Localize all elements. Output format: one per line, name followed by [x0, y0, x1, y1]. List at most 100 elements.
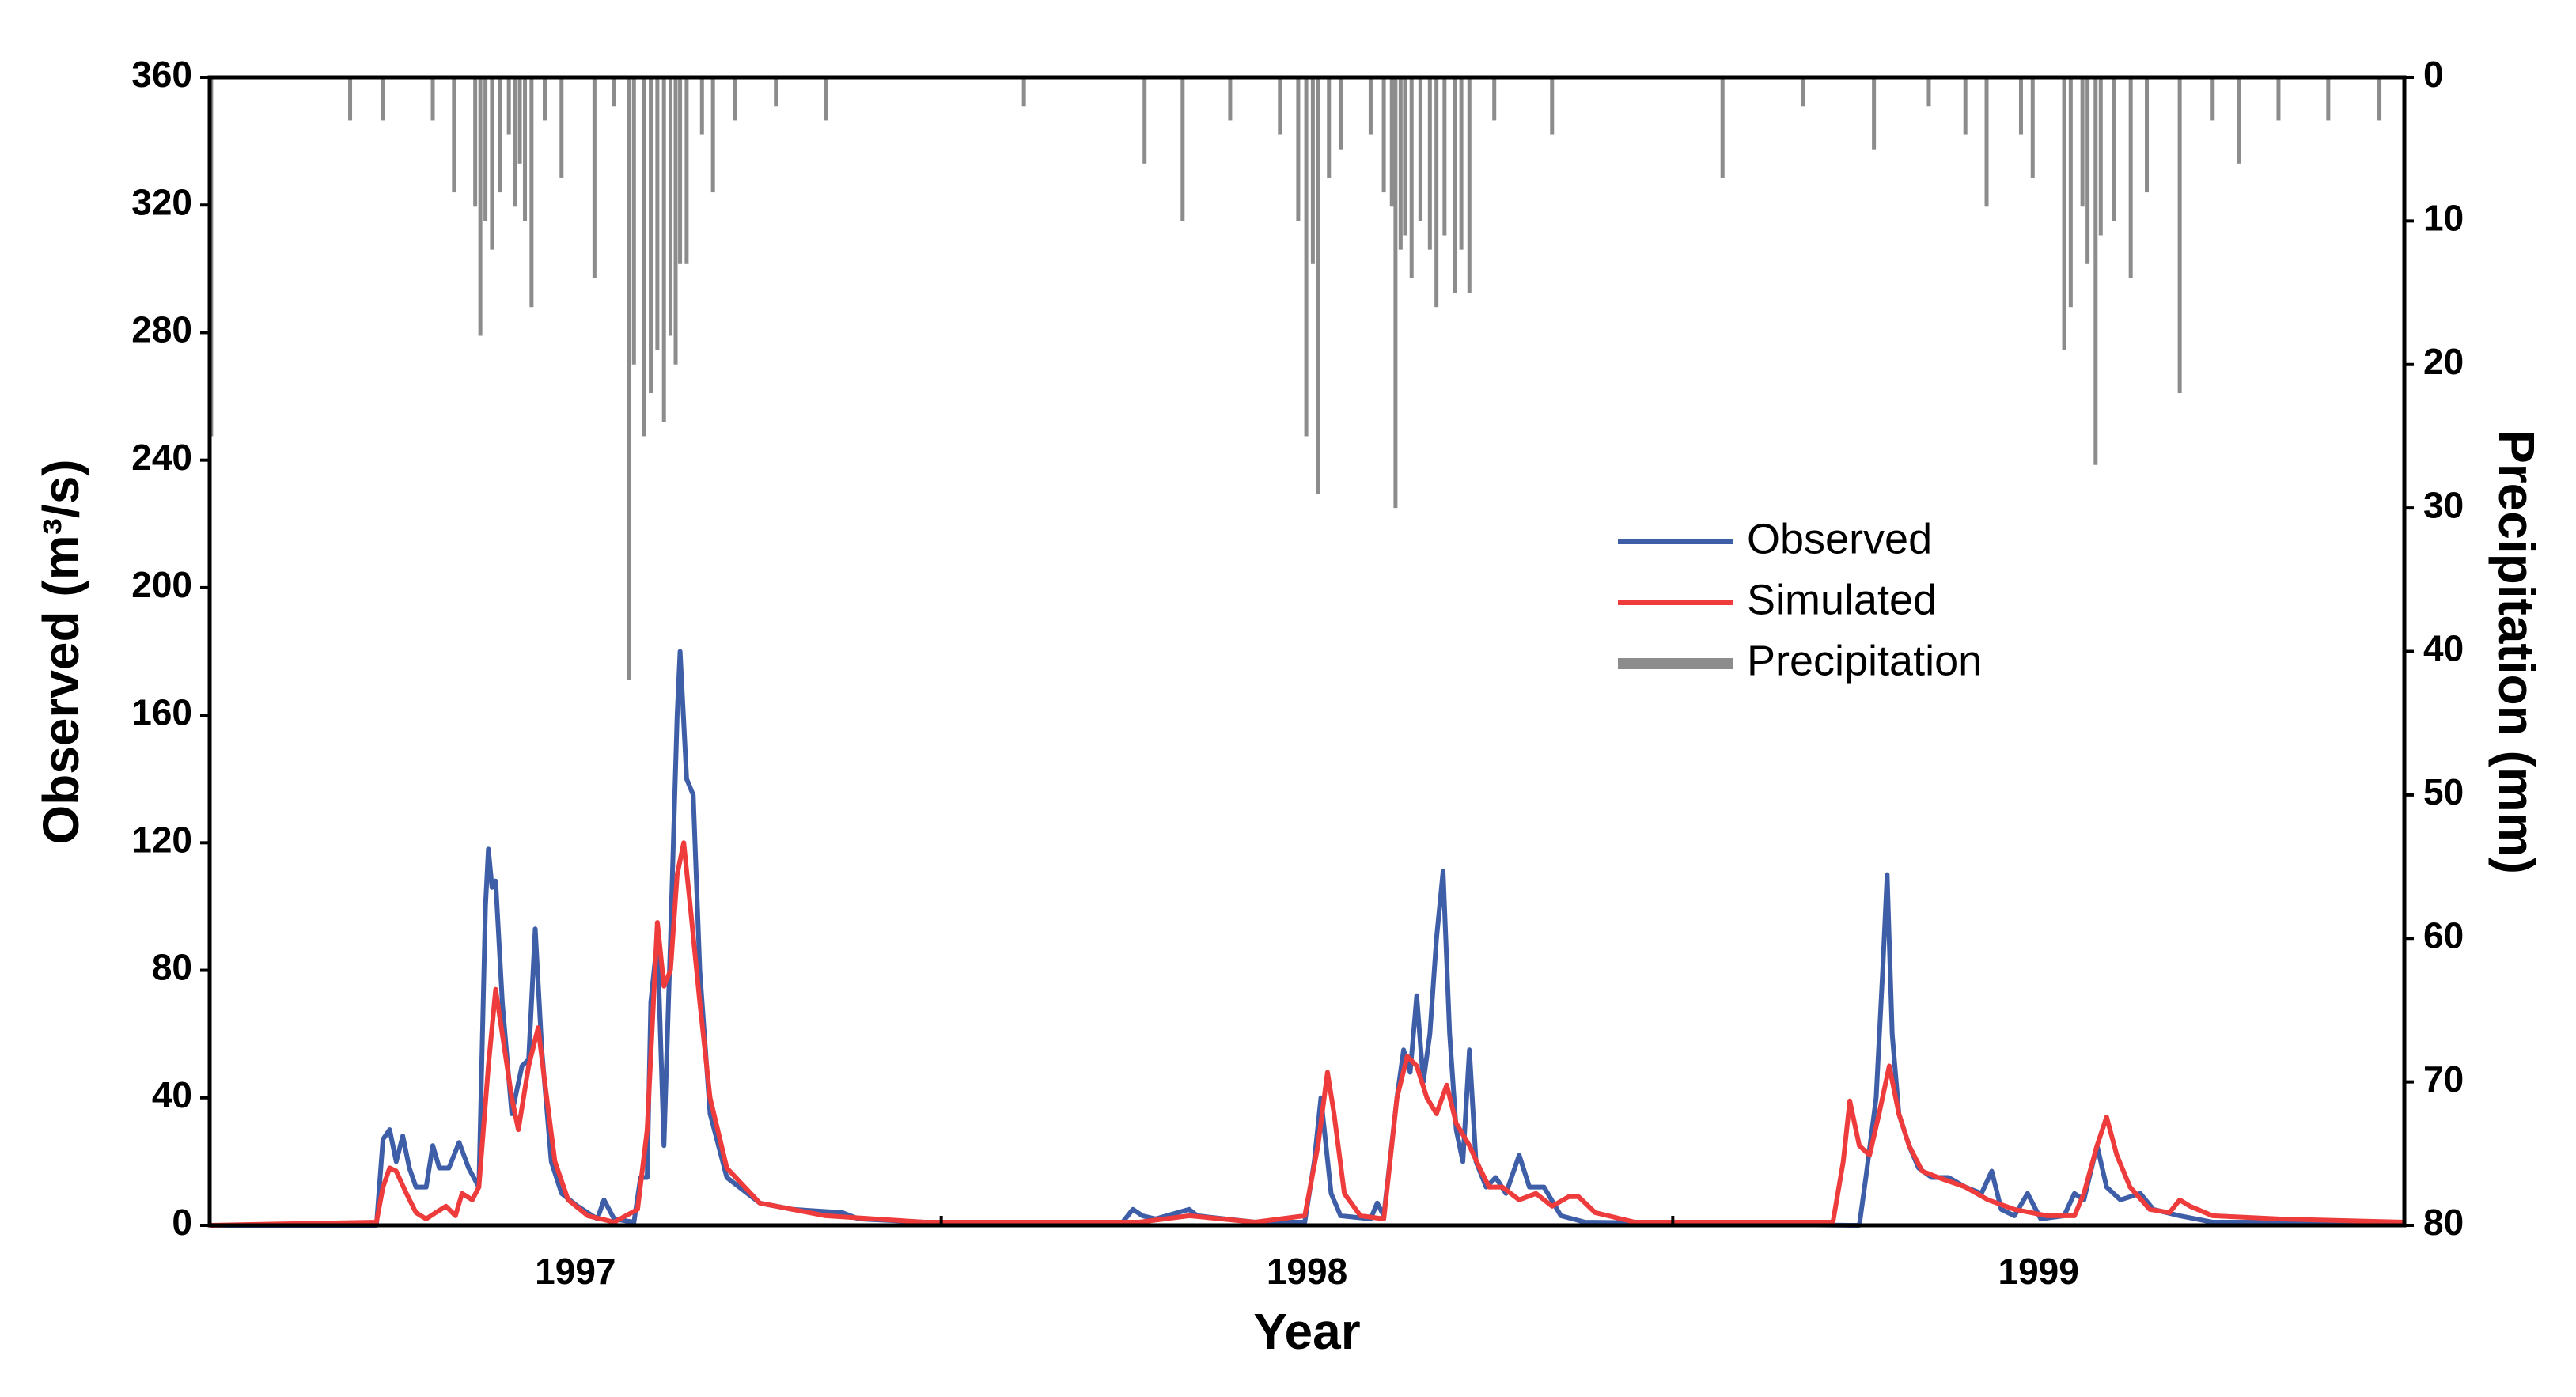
y2-tick-label: 0 [2423, 54, 2444, 95]
precipitation-bar [2128, 78, 2133, 278]
y-tick-label: 160 [131, 691, 192, 733]
precipitation-bar [1296, 78, 1301, 221]
precipitation-bar [2062, 78, 2066, 350]
precipitation-bar [348, 78, 353, 121]
x-tick-label: 1999 [1998, 1251, 2078, 1292]
precipitation-bar [669, 78, 673, 336]
precipitation-bar [1304, 78, 1309, 437]
precipitation-bar [559, 78, 564, 178]
precipitation-bar [655, 78, 660, 350]
precipitation-bar [2093, 78, 2098, 465]
precipitation-bar [684, 78, 689, 264]
precipitation-bar [483, 78, 488, 221]
precipitation-bar [529, 78, 534, 308]
precipitation-bar [1872, 78, 1877, 150]
y2-tick-label: 30 [2423, 484, 2464, 525]
precipitation-bar [673, 78, 678, 365]
precipitation-bar [2030, 78, 2035, 178]
precipitation-bar [506, 78, 511, 135]
precipitation-bar [1550, 78, 1555, 135]
precipitation-bar [2177, 78, 2182, 394]
y2-tick-label: 40 [2423, 628, 2464, 669]
y2-tick-label: 20 [2423, 341, 2464, 382]
precipitation-bar [381, 78, 385, 121]
precipitation-bar [1021, 78, 1026, 107]
y-tick-label: 200 [131, 564, 192, 605]
precipitation-bar [774, 78, 778, 107]
legend-label: Precipitation [1747, 637, 1982, 684]
precipitation-bar [661, 78, 666, 422]
precipitation-bar [2145, 78, 2150, 193]
precipitation-bar [1801, 78, 1805, 107]
precipitation-bar [1442, 78, 1447, 236]
precipitation-bar [1963, 78, 1968, 135]
legend-label: Observed [1747, 515, 1932, 562]
precipitation-bar [1389, 78, 1394, 207]
y-tick-label: 0 [172, 1202, 192, 1243]
precipitation-bar [2210, 78, 2215, 121]
precipitation-bar [699, 78, 704, 135]
precipitation-bar [649, 78, 653, 394]
y-tick-label: 120 [131, 819, 192, 860]
precipitation-bar [612, 78, 616, 107]
precipitation-bar [1180, 78, 1185, 221]
precipitation-bar [1984, 78, 1989, 207]
y-tick-label: 40 [152, 1074, 192, 1115]
precipitation-bar [1339, 78, 1343, 150]
x-tick-label: 1997 [535, 1251, 616, 1292]
precipitation-bar [627, 78, 631, 680]
y-tick-label: 240 [131, 437, 192, 478]
y2-tick-label: 80 [2423, 1202, 2464, 1243]
precipitation-bar [1409, 78, 1414, 278]
precipitation-bar [1467, 78, 1472, 293]
precipitation-bar [631, 78, 636, 365]
precipitation-bar [490, 78, 494, 250]
precipitation-bar [513, 78, 518, 207]
y-tick-label: 360 [131, 54, 192, 95]
precipitation-bar [2085, 78, 2090, 264]
precipitation-bar [592, 78, 597, 278]
legend-label: Simulated [1747, 576, 1937, 623]
y2-tick-label: 10 [2423, 198, 2464, 239]
precipitation-bar [473, 78, 478, 207]
precipitation-bar [478, 78, 483, 336]
precipitation-bar [1368, 78, 1373, 135]
precipitation-bar [1381, 78, 1386, 193]
precipitation-bar [1278, 78, 1282, 135]
x-axis-title: Year [1253, 1303, 1360, 1360]
precipitation-bar [1720, 78, 1725, 178]
precipitation-bar [542, 78, 547, 121]
y-tick-label: 280 [131, 309, 192, 350]
precipitation-bar [1327, 78, 1332, 178]
precipitation-bar [733, 78, 737, 121]
line-0 [210, 649, 2404, 1228]
y-tick-label: 80 [152, 947, 192, 988]
y2-tick-label: 60 [2423, 914, 2464, 956]
precipitation-bar [452, 78, 456, 193]
precipitation-bar [2018, 78, 2023, 135]
precipitation-bar [642, 78, 646, 437]
precipitation-bar [517, 78, 522, 164]
precipitation-bar [1427, 78, 1432, 250]
precipitation-bar [523, 78, 528, 221]
precipitation-bar [824, 78, 828, 121]
x-tick-label: 1998 [1267, 1251, 1347, 1292]
precipitation-bar [1926, 78, 1931, 107]
precipitation-bar [1459, 78, 1464, 250]
y-tick-label: 320 [131, 181, 192, 222]
precipitation-bar [1228, 78, 1233, 121]
line-1 [209, 840, 2405, 1228]
precipitation-bar [1142, 78, 1147, 164]
precipitation-bar [498, 78, 502, 193]
precipitation-bar [430, 78, 435, 121]
precipitation-bar [1393, 78, 1398, 509]
y2-tick-label: 50 [2423, 771, 2464, 812]
precipitation-bar [2080, 78, 2085, 207]
precipitation-bar [1492, 78, 1497, 121]
precipitation-bar [1310, 78, 1315, 264]
precipitation-bar [2068, 78, 2073, 308]
precipitation-bar [1403, 78, 1407, 236]
y2-tick-label: 70 [2423, 1058, 2464, 1100]
